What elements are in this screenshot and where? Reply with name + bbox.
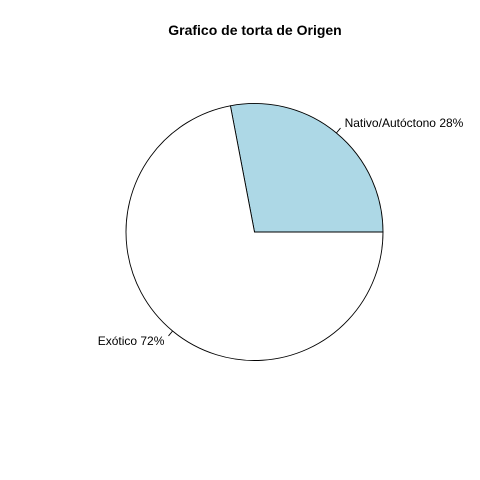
pie-slices	[125, 103, 384, 361]
chart-title: Grafico de torta de Origen	[168, 22, 341, 38]
pie-label-tick-1	[336, 127, 341, 134]
pie-slice-2	[125, 105, 384, 361]
pie-slice-label-1: Nativo/Autóctono 28%	[345, 116, 464, 130]
pie-labels: Nativo/Autóctono 28% Exótico 72%	[98, 116, 464, 348]
pie-slice-label-2: Exótico 72%	[98, 334, 165, 348]
pie-label-tick-2	[168, 330, 173, 337]
